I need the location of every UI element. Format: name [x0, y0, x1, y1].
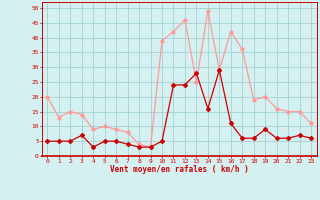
- X-axis label: Vent moyen/en rafales ( km/h ): Vent moyen/en rafales ( km/h ): [110, 165, 249, 174]
